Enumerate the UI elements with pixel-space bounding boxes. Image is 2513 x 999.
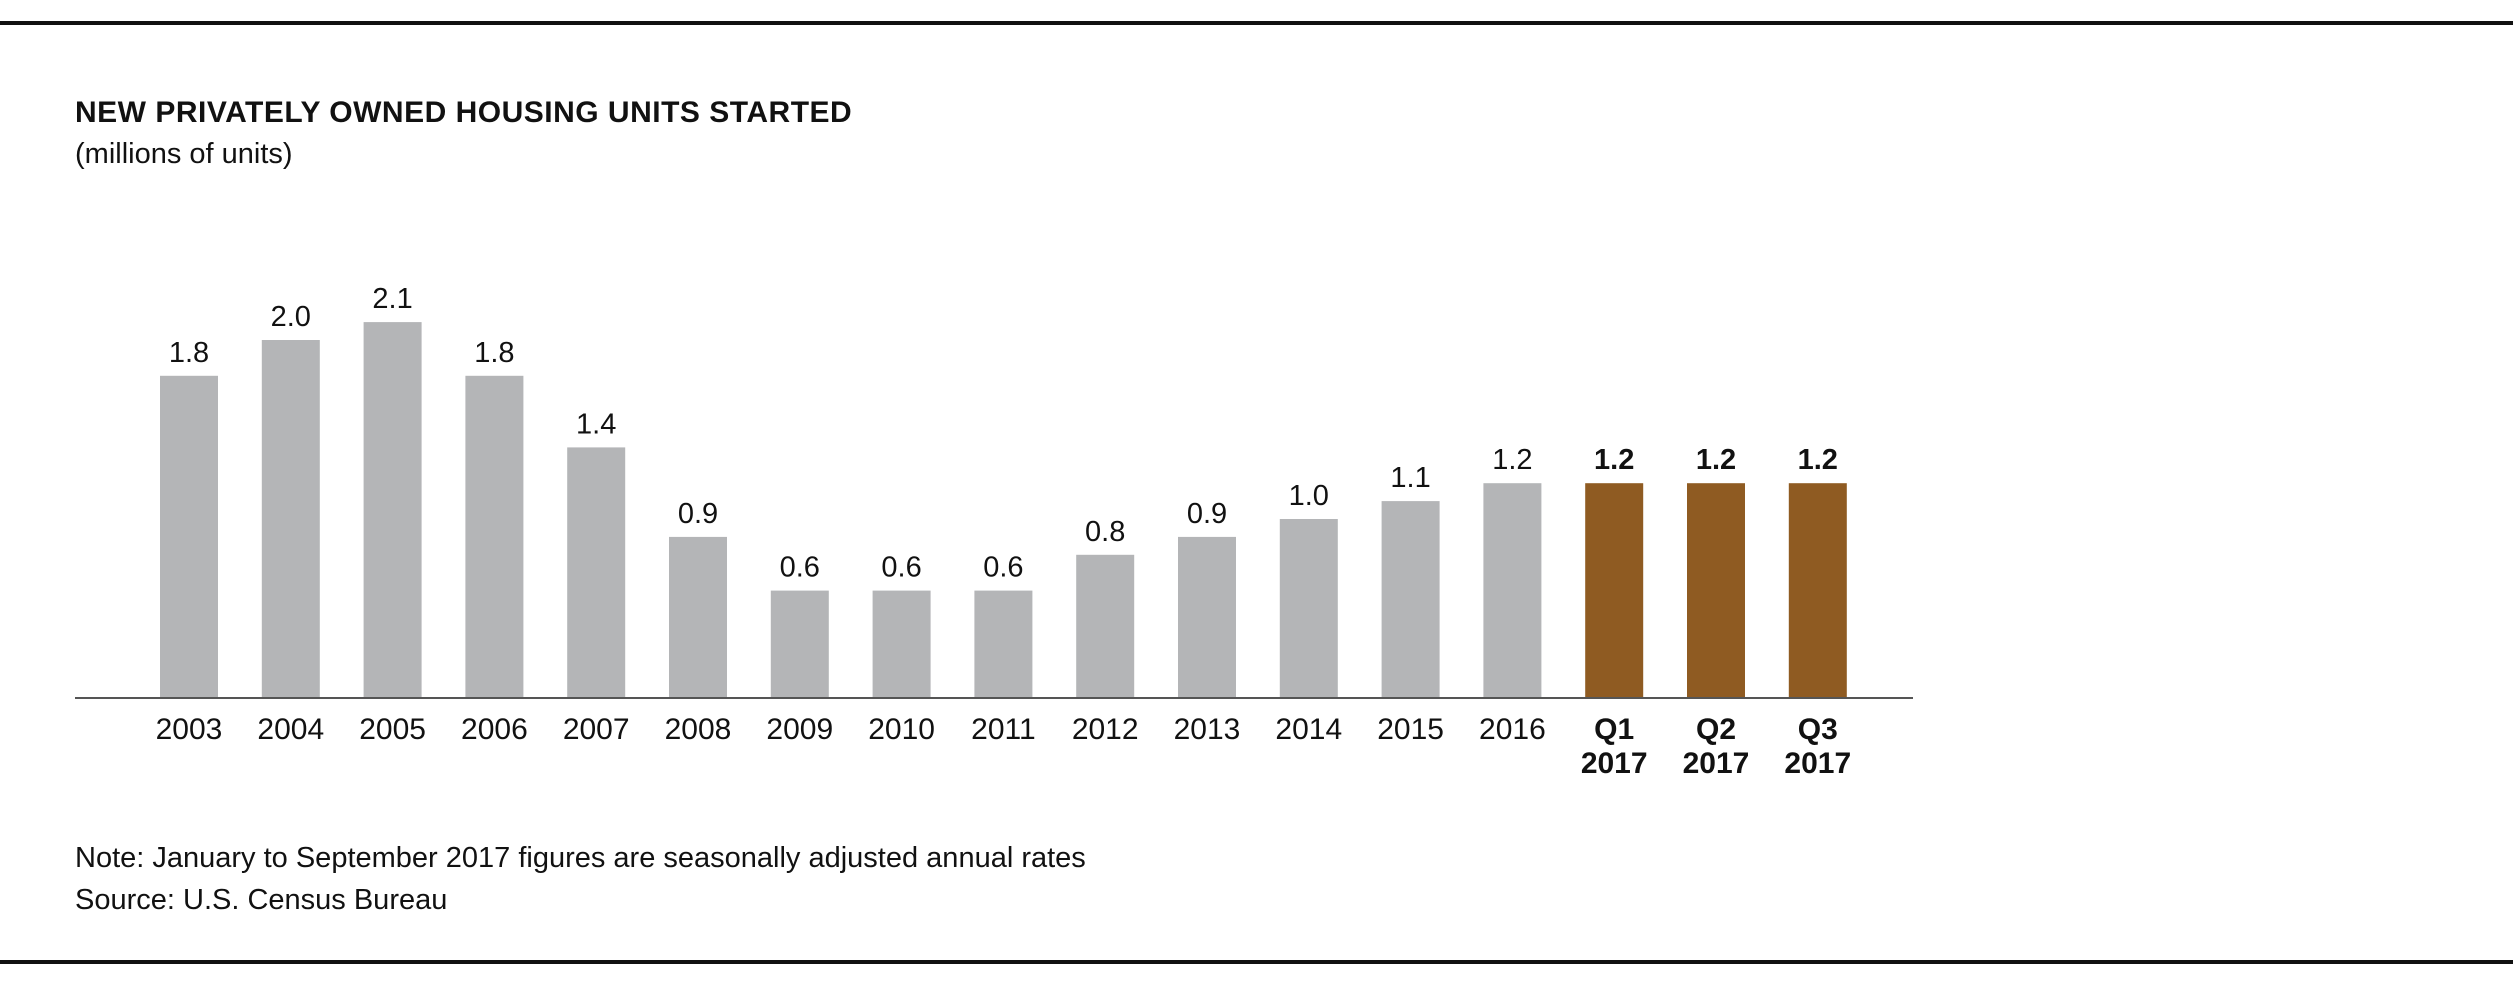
value-label-2012: 0.8	[1085, 516, 1125, 548]
bar-2010	[872, 590, 931, 698]
tick-label-q1-2017: Q1 2017	[1581, 713, 1648, 780]
bar-2011	[974, 590, 1033, 698]
tick-label-q2-2017: Q2 2017	[1683, 713, 1750, 780]
tick-label-2010: 2010	[868, 713, 935, 746]
tick-label-2005: 2005	[359, 713, 426, 746]
value-label-q1-2017: 1.2	[1594, 444, 1634, 476]
bar-2014	[1279, 519, 1338, 698]
bar-q1-2017	[1585, 483, 1644, 698]
footnote-source: Source: U.S. Census Bureau	[75, 884, 448, 916]
bar-2005	[363, 322, 422, 698]
value-label-2006: 1.8	[474, 337, 514, 369]
value-label-2016: 1.2	[1492, 444, 1532, 476]
tick-label-2006: 2006	[461, 713, 528, 746]
bar-q2-2017	[1687, 483, 1745, 698]
tick-label-2016: 2016	[1479, 713, 1546, 746]
tick-label-2009: 2009	[766, 713, 833, 746]
bar-2009	[770, 590, 829, 698]
value-label-2009: 0.6	[780, 552, 820, 584]
value-label-2003: 1.8	[169, 337, 209, 369]
value-labels-group: 1.8 2.0 2.1 1.8 1.4 0.9 0.6 0.6 0.6 0.8 0.9 1.0 1.1 1…	[169, 283, 1838, 583]
value-label-2010: 0.6	[881, 552, 921, 584]
tick-label-2011: 2011	[971, 713, 1036, 746]
bar-2016	[1483, 483, 1542, 698]
bar-q3-2017	[1788, 483, 1847, 698]
footnote-note: Note: January to September 2017 figures …	[75, 842, 1086, 874]
value-label-q2-2017: 1.2	[1696, 444, 1736, 476]
value-label-2005: 2.1	[372, 283, 412, 315]
tick-labels-group: 2003 2004 2005 2006 2007 2008 2009 2010 2011 2012…	[156, 713, 1852, 780]
tick-label-2012: 2012	[1072, 713, 1139, 746]
bottom-rule	[0, 960, 2513, 964]
value-label-2011: 0.6	[983, 552, 1023, 584]
value-label-2014: 1.0	[1289, 480, 1329, 512]
value-label-2004: 2.0	[271, 301, 311, 333]
value-label-2008: 0.9	[678, 498, 718, 530]
tick-label-2013: 2013	[1174, 713, 1241, 746]
top-rule	[0, 21, 2513, 25]
value-label-q3-2017: 1.2	[1798, 444, 1838, 476]
value-label-2015: 1.1	[1390, 462, 1430, 494]
bar-2012	[1076, 554, 1135, 698]
bar-2013	[1178, 536, 1236, 698]
chart-subtitle: (millions of units)	[75, 138, 293, 170]
bar-2003	[160, 375, 218, 698]
tick-label-2007: 2007	[563, 713, 630, 746]
bar-2004	[261, 340, 320, 698]
tick-label-q3-2017: Q3 2017	[1784, 713, 1851, 780]
chart-title: NEW PRIVATELY OWNED HOUSING UNITS STARTE…	[75, 96, 853, 129]
value-label-2013: 0.9	[1187, 498, 1227, 530]
bars-group	[160, 322, 1847, 698]
value-label-2007: 1.4	[576, 408, 616, 440]
bar-2008	[669, 536, 727, 698]
bar-2006	[465, 375, 524, 698]
bar-2015	[1381, 501, 1440, 698]
tick-label-2014: 2014	[1275, 713, 1342, 746]
bar-2007	[567, 447, 626, 698]
tick-label-2015: 2015	[1377, 713, 1444, 746]
tick-label-2003: 2003	[156, 713, 223, 746]
tick-label-2008: 2008	[665, 713, 732, 746]
tick-label-2004: 2004	[257, 713, 324, 746]
